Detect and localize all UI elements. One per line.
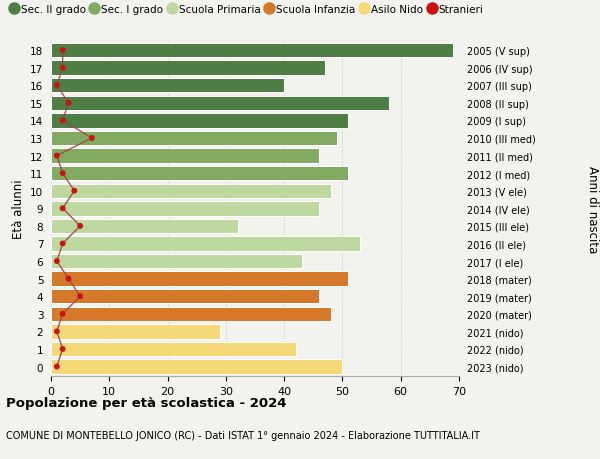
Bar bbox=[51, 237, 360, 251]
Point bbox=[58, 170, 67, 178]
Bar bbox=[51, 167, 348, 181]
Point bbox=[52, 363, 62, 370]
Bar bbox=[51, 272, 348, 286]
Bar bbox=[51, 149, 319, 163]
Point bbox=[87, 135, 97, 142]
Point bbox=[64, 100, 73, 107]
Bar bbox=[51, 254, 302, 269]
Bar bbox=[51, 44, 453, 58]
Point bbox=[58, 240, 67, 247]
Bar bbox=[51, 131, 337, 146]
Bar bbox=[51, 62, 325, 76]
Bar bbox=[51, 202, 319, 216]
Bar bbox=[51, 184, 331, 198]
Point bbox=[52, 258, 62, 265]
Y-axis label: Età alunni: Età alunni bbox=[11, 179, 25, 239]
Bar bbox=[51, 325, 220, 339]
Point bbox=[76, 223, 85, 230]
Point bbox=[76, 293, 85, 300]
Point bbox=[70, 188, 79, 195]
Bar bbox=[51, 289, 319, 304]
Text: COMUNE DI MONTEBELLO JONICO (RC) - Dati ISTAT 1° gennaio 2024 - Elaborazione TUT: COMUNE DI MONTEBELLO JONICO (RC) - Dati … bbox=[6, 431, 480, 440]
Bar bbox=[51, 219, 238, 234]
Bar bbox=[51, 307, 331, 321]
Legend: Sec. II grado, Sec. I grado, Scuola Primaria, Scuola Infanzia, Asilo Nido, Stran: Sec. II grado, Sec. I grado, Scuola Prim… bbox=[11, 5, 484, 16]
Bar bbox=[51, 79, 284, 93]
Point bbox=[58, 205, 67, 213]
Point bbox=[58, 118, 67, 125]
Point bbox=[64, 275, 73, 283]
Point bbox=[58, 65, 67, 72]
Text: Popolazione per età scolastica - 2024: Popolazione per età scolastica - 2024 bbox=[6, 396, 287, 409]
Point bbox=[52, 82, 62, 90]
Point bbox=[58, 47, 67, 55]
Bar bbox=[51, 342, 296, 356]
Point bbox=[52, 152, 62, 160]
Point bbox=[52, 328, 62, 336]
Text: Anni di nascita: Anni di nascita bbox=[586, 165, 599, 252]
Bar bbox=[51, 114, 348, 129]
Bar bbox=[51, 359, 343, 374]
Point bbox=[58, 346, 67, 353]
Point bbox=[58, 310, 67, 318]
Bar bbox=[51, 96, 389, 111]
